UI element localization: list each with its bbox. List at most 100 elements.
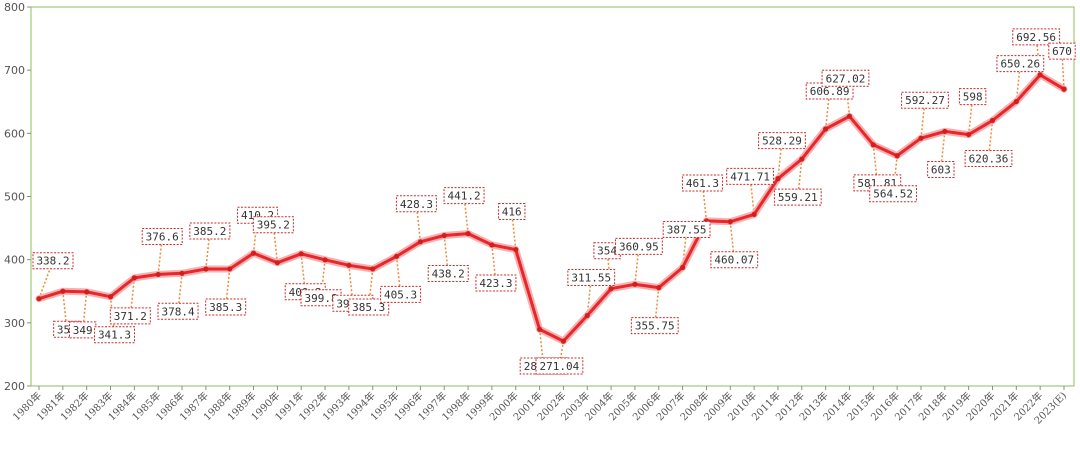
data-label: 598 [958,88,987,106]
data-label-box [475,274,517,292]
data-label-box [630,317,679,335]
y-tick-label: 500 [4,191,25,204]
data-label-box [615,237,663,255]
data-point [799,156,805,162]
data-label-text: 438.2 [432,268,465,281]
data-point [1061,86,1067,92]
data-label-text: 441.2 [448,190,481,203]
data-label: 428.3 [395,195,437,213]
data-point [513,246,519,253]
data-label: 399.8 [300,289,342,307]
data-label-text: 338.2 [36,255,69,268]
data-label-text: 416 [502,206,522,219]
data-label: 341.3 [94,326,136,344]
data-label-text: 311.55 [571,272,611,285]
data-label-box [996,55,1045,73]
data-label-box [443,187,485,205]
data-label: 692.56 [1012,28,1061,46]
data-label-text: 692.56 [1016,31,1056,44]
data-point [84,289,90,295]
data-point [346,262,352,268]
data-label-box [758,132,806,150]
data-label: 385.3 [205,298,247,316]
data-point [227,266,233,272]
y-tick-label: 700 [4,64,25,77]
data-label-text: 341.3 [98,329,131,342]
data-label: 338.2 [32,252,74,270]
data-point [680,264,686,271]
data-label-box [109,307,151,325]
data-label-text: 395.2 [257,219,290,232]
data-label-text: 592.27 [905,94,945,107]
data-label-text: 528.29 [762,135,802,148]
data-label-box [821,69,870,87]
data-label-text: 559.21 [778,191,818,204]
data-point [1037,72,1043,78]
data-label-box [157,302,199,320]
data-label-text: 385.3 [209,301,242,314]
data-point [894,153,900,159]
data-label-text: 385.3 [352,301,385,314]
y-tick-label: 300 [4,317,25,330]
data-label: 371.2 [109,307,151,325]
data-label-text: 598 [963,91,983,104]
data-label-text: 603 [931,163,951,176]
data-label-box [901,91,949,109]
data-label-box [773,188,822,206]
data-label: 395.2 [252,216,294,234]
data-label-box [805,82,854,100]
data-point [656,285,662,291]
data-label-box [300,289,342,307]
data-point [846,113,853,119]
data-point [107,294,114,300]
data-label-box [593,242,621,260]
data-label-box [427,265,469,283]
data-point [441,232,447,239]
data-label-text: 650.26 [1000,58,1040,71]
data-point [393,253,400,259]
data-label: 423.3 [475,274,517,292]
data-label-box [94,326,136,344]
data-point [751,211,757,217]
data-point [966,131,972,138]
data-label-box [1012,28,1061,46]
data-label: 528.29 [758,132,806,150]
data-point [870,142,876,148]
data-point [536,326,543,332]
data-label-text: 355.75 [635,320,675,333]
data-label: 603 [927,160,955,178]
data-label: 441.2 [443,187,485,205]
data-label: 271.04 [535,357,584,375]
data-label-text: 461.3 [686,177,719,190]
data-label-box [1048,42,1076,60]
data-label-text: 371.2 [114,310,147,323]
data-point [60,288,66,294]
data-label: 559.21 [773,188,822,206]
data-point [36,296,42,302]
data-label: 387.55 [662,221,711,239]
data-point [918,135,924,141]
data-label-text: 387.55 [667,224,707,237]
data-label-box [32,252,74,270]
data-label-box [927,160,955,178]
data-label-box [869,185,918,203]
data-label-text: 620.36 [969,152,1009,165]
data-label: 405.3 [380,285,422,303]
data-label: 354 [593,242,621,260]
data-label-text: 354 [597,245,617,258]
data-point [131,275,137,281]
data-label-box [964,149,1013,167]
data-label-box [380,285,422,303]
data-label-box [535,357,584,375]
data-label: 564.52 [869,185,918,203]
data-point [465,231,471,237]
y-tick-label: 800 [4,1,25,14]
y-tick-label: 400 [4,254,25,267]
data-label: 471.71 [726,167,775,185]
data-label: 650.26 [996,55,1045,73]
data-label-text: 360.95 [619,240,659,253]
data-point [775,176,781,182]
data-label-text: 428.3 [400,198,433,211]
data-label: 376.6 [141,227,183,245]
data-point [274,260,280,266]
